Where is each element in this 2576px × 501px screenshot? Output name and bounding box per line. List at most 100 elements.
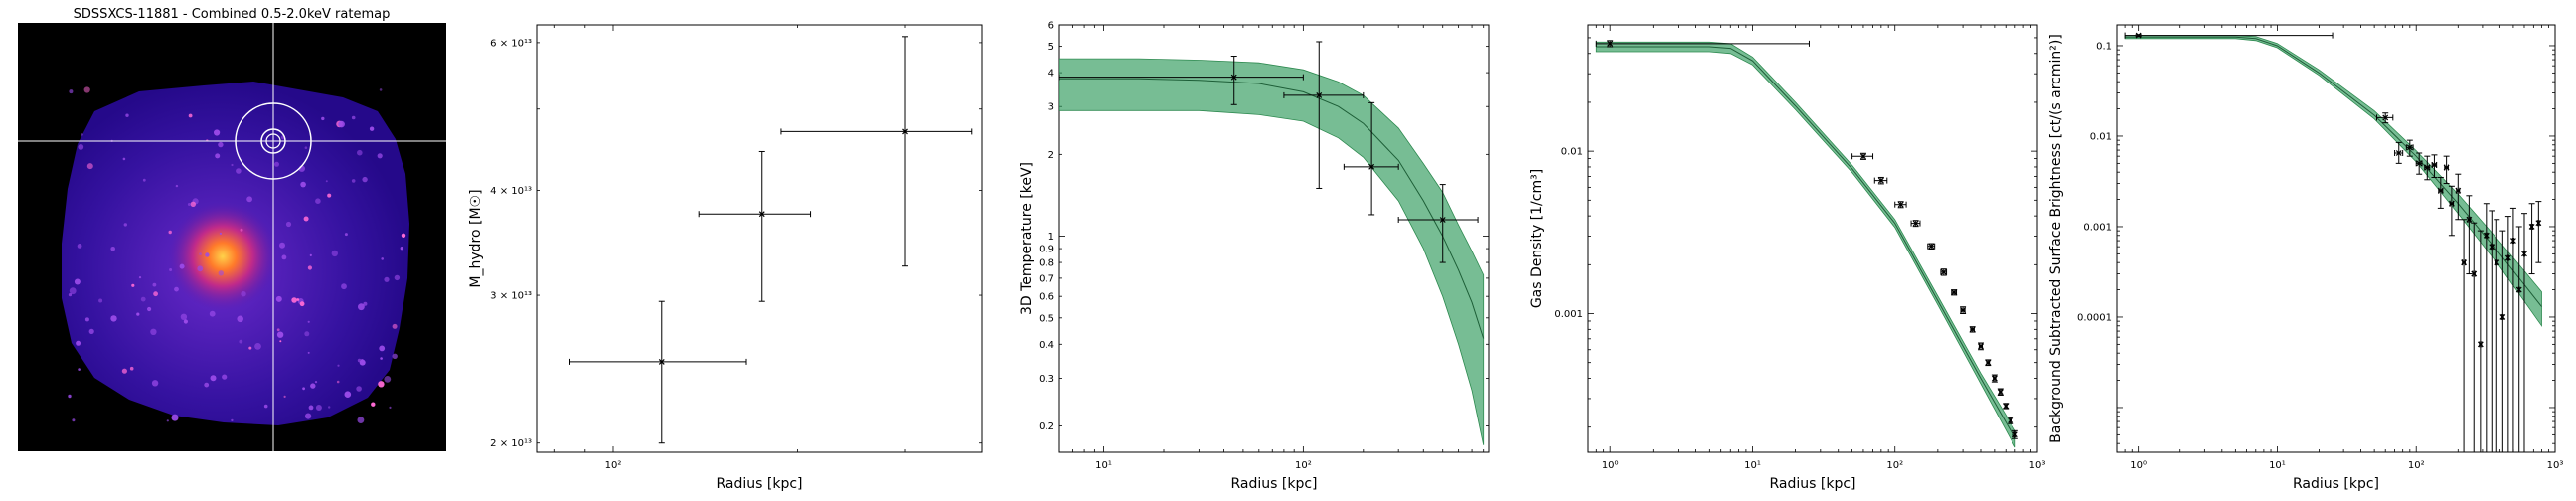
point-source — [274, 161, 279, 167]
data-point — [780, 36, 973, 267]
point-source — [150, 328, 157, 335]
point-source — [337, 364, 340, 367]
point-source — [168, 230, 172, 235]
data-point — [2515, 226, 2522, 452]
point-source — [68, 394, 72, 399]
point-source — [379, 88, 383, 91]
y-tick-label: 0.5 — [1039, 313, 1054, 324]
point-source — [291, 297, 297, 303]
point-source — [138, 276, 142, 279]
plot-area — [2124, 32, 2542, 452]
point-source — [151, 380, 159, 387]
y-tick-label: 6 — [1048, 21, 1054, 32]
y-tick-label: 0.9 — [1039, 245, 1054, 255]
data-point — [2448, 185, 2455, 237]
plot-area — [1059, 41, 1485, 445]
point-source — [74, 278, 80, 285]
data-point — [1951, 289, 1958, 296]
point-source — [153, 291, 159, 297]
point-marker — [1368, 163, 1375, 170]
point-marker — [2483, 232, 2490, 239]
data-point — [1059, 56, 1304, 105]
data-point — [2443, 155, 2450, 185]
point-source — [231, 418, 234, 422]
x-tick-label: 10⁰ — [1602, 460, 1619, 471]
point-marker — [2461, 259, 2468, 266]
point-marker — [1991, 375, 1998, 382]
point-source — [307, 351, 310, 354]
region-core-circle — [265, 133, 281, 149]
data-point — [1927, 243, 1936, 250]
point-source — [279, 340, 282, 343]
point-source — [76, 340, 81, 346]
data-point — [2520, 213, 2527, 452]
x-tick-label: 10¹ — [2269, 460, 2286, 471]
point-source — [307, 320, 310, 323]
point-source — [392, 323, 398, 329]
point-source — [303, 216, 309, 222]
point-source — [78, 144, 84, 150]
x-tick-label: 10² — [1295, 460, 1312, 471]
y-tick-label: 3 — [1048, 102, 1054, 113]
data-point — [2509, 207, 2516, 452]
point-source — [123, 223, 127, 227]
point-source — [248, 346, 252, 350]
point-source — [209, 310, 216, 317]
ratemap-title: SDSSXCS-11881 - Combined 0.5-2.0keV rate… — [74, 7, 391, 22]
data-point — [2483, 203, 2490, 452]
point-marker — [2382, 114, 2389, 121]
data-point — [1397, 184, 1479, 263]
point-source — [169, 268, 173, 271]
data-point — [2394, 141, 2404, 164]
data-point — [1595, 40, 1810, 48]
point-marker — [1877, 177, 1884, 184]
point-source — [321, 116, 325, 121]
x-axis-label: Radius [kpc] — [716, 476, 802, 492]
data-point — [2376, 112, 2394, 124]
point-source — [140, 296, 146, 302]
point-source — [328, 406, 331, 409]
data-point — [1969, 326, 1976, 333]
y-tick-label: 0.001 — [1554, 309, 1583, 320]
point-source — [174, 286, 179, 292]
plot-frame — [1587, 24, 2038, 453]
point-source — [314, 381, 318, 384]
point-source — [363, 301, 368, 306]
point-source — [147, 306, 152, 312]
point-marker — [1897, 201, 1904, 208]
point-marker — [2477, 341, 2484, 348]
data-point — [698, 150, 812, 302]
point-marker — [2003, 403, 2010, 410]
y-tick-label: 0.8 — [1039, 258, 1054, 269]
point-source — [78, 368, 80, 371]
point-source — [131, 283, 135, 287]
data-point — [1977, 342, 1984, 351]
y-tick-label: 4 × 10¹³ — [490, 186, 532, 197]
y-axis-label: 3D Temperature [keV] — [1019, 162, 1035, 315]
point-source — [380, 357, 383, 360]
plot-area — [568, 36, 973, 444]
y-axis-label: Gas Density [1/cm³] — [1530, 169, 1545, 308]
point-source — [215, 153, 221, 159]
data-point — [1910, 220, 1921, 228]
point-source — [377, 153, 383, 159]
plot-frame — [536, 24, 983, 453]
point-source — [315, 198, 321, 204]
point-source — [315, 405, 322, 411]
data-point — [2415, 152, 2423, 175]
point-marker — [1316, 92, 1323, 98]
x-tick-label: 10³ — [2547, 460, 2564, 471]
point-source — [276, 328, 280, 332]
data-point — [2489, 210, 2496, 452]
point-marker — [2494, 259, 2500, 266]
y-tick-label: 0.1 — [2096, 41, 2112, 52]
point-marker — [2499, 314, 2506, 320]
point-marker — [1997, 389, 2004, 396]
point-marker — [2416, 160, 2423, 167]
point-source — [214, 129, 221, 136]
data-point — [2003, 403, 2010, 410]
point-source — [381, 257, 385, 260]
data-point — [568, 300, 747, 444]
x-tick-label: 10¹ — [1095, 460, 1112, 471]
point-source — [183, 319, 188, 324]
